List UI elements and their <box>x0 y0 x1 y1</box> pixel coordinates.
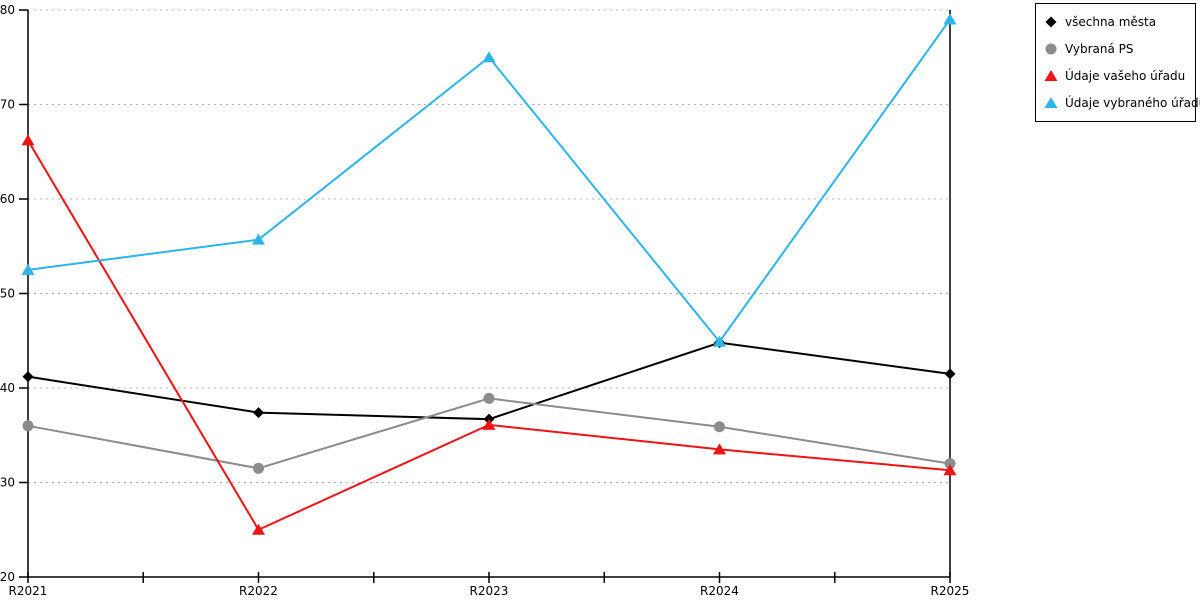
triangle-marker <box>482 51 496 63</box>
diamond-marker <box>944 368 956 380</box>
y-tick-label: 80 <box>0 3 15 17</box>
circle-marker <box>22 420 34 432</box>
x-tick-label: R2021 <box>9 584 48 598</box>
triangle-marker <box>943 13 957 25</box>
y-tick-label: 30 <box>0 476 15 490</box>
circle-marker <box>253 462 264 474</box>
y-tick-label: 40 <box>0 381 15 395</box>
triangle-marker <box>713 443 726 455</box>
diamond-marker <box>253 407 264 419</box>
y-tick-label: 20 <box>0 570 15 584</box>
x-tick-label: R2024 <box>700 584 739 598</box>
legend-label: všechna města <box>1065 14 1157 29</box>
legend-item-1: Vybraná PS <box>1044 42 1187 56</box>
y-tick-label: 70 <box>0 98 15 112</box>
circle-marker <box>944 458 956 470</box>
diamond-marker <box>22 371 34 383</box>
legend-item-3: Údaje vybraného úřadu <box>1044 96 1200 110</box>
triangle-marker <box>252 233 265 245</box>
circle-icon <box>1045 43 1057 55</box>
legend-label: Údaje vašeho úřadu <box>1065 69 1186 84</box>
triangle-marker <box>21 134 35 146</box>
triangle-marker <box>482 418 496 430</box>
triangle-marker <box>943 464 957 476</box>
triangle-icon <box>1044 97 1058 109</box>
legend-item-0: všechna města <box>1044 15 1187 29</box>
chart-legend: všechna města Vybraná PS Údaje vašeho úřad… <box>1035 3 1200 122</box>
triangle-marker <box>252 523 265 535</box>
circle-marker <box>483 392 495 404</box>
triangle-marker <box>713 335 726 347</box>
series-line-0 <box>27 341 951 421</box>
diamond-icon <box>1045 16 1057 28</box>
legend-item-2: Údaje vašeho úřadu <box>1044 69 1187 83</box>
y-tick-label: 50 <box>0 287 15 301</box>
x-tick-label: R2022 <box>239 584 278 598</box>
legend-label: Údaje vybraného úřadu <box>1065 96 1200 111</box>
legend-label: Vybraná PS <box>1065 41 1134 56</box>
triangle-icon <box>1044 70 1058 82</box>
x-tick-label: R2023 <box>470 584 509 598</box>
y-tick-label: 60 <box>0 192 15 206</box>
x-tick-label: R2025 <box>931 584 970 598</box>
triangle-marker <box>21 263 35 275</box>
circle-marker <box>714 421 725 433</box>
